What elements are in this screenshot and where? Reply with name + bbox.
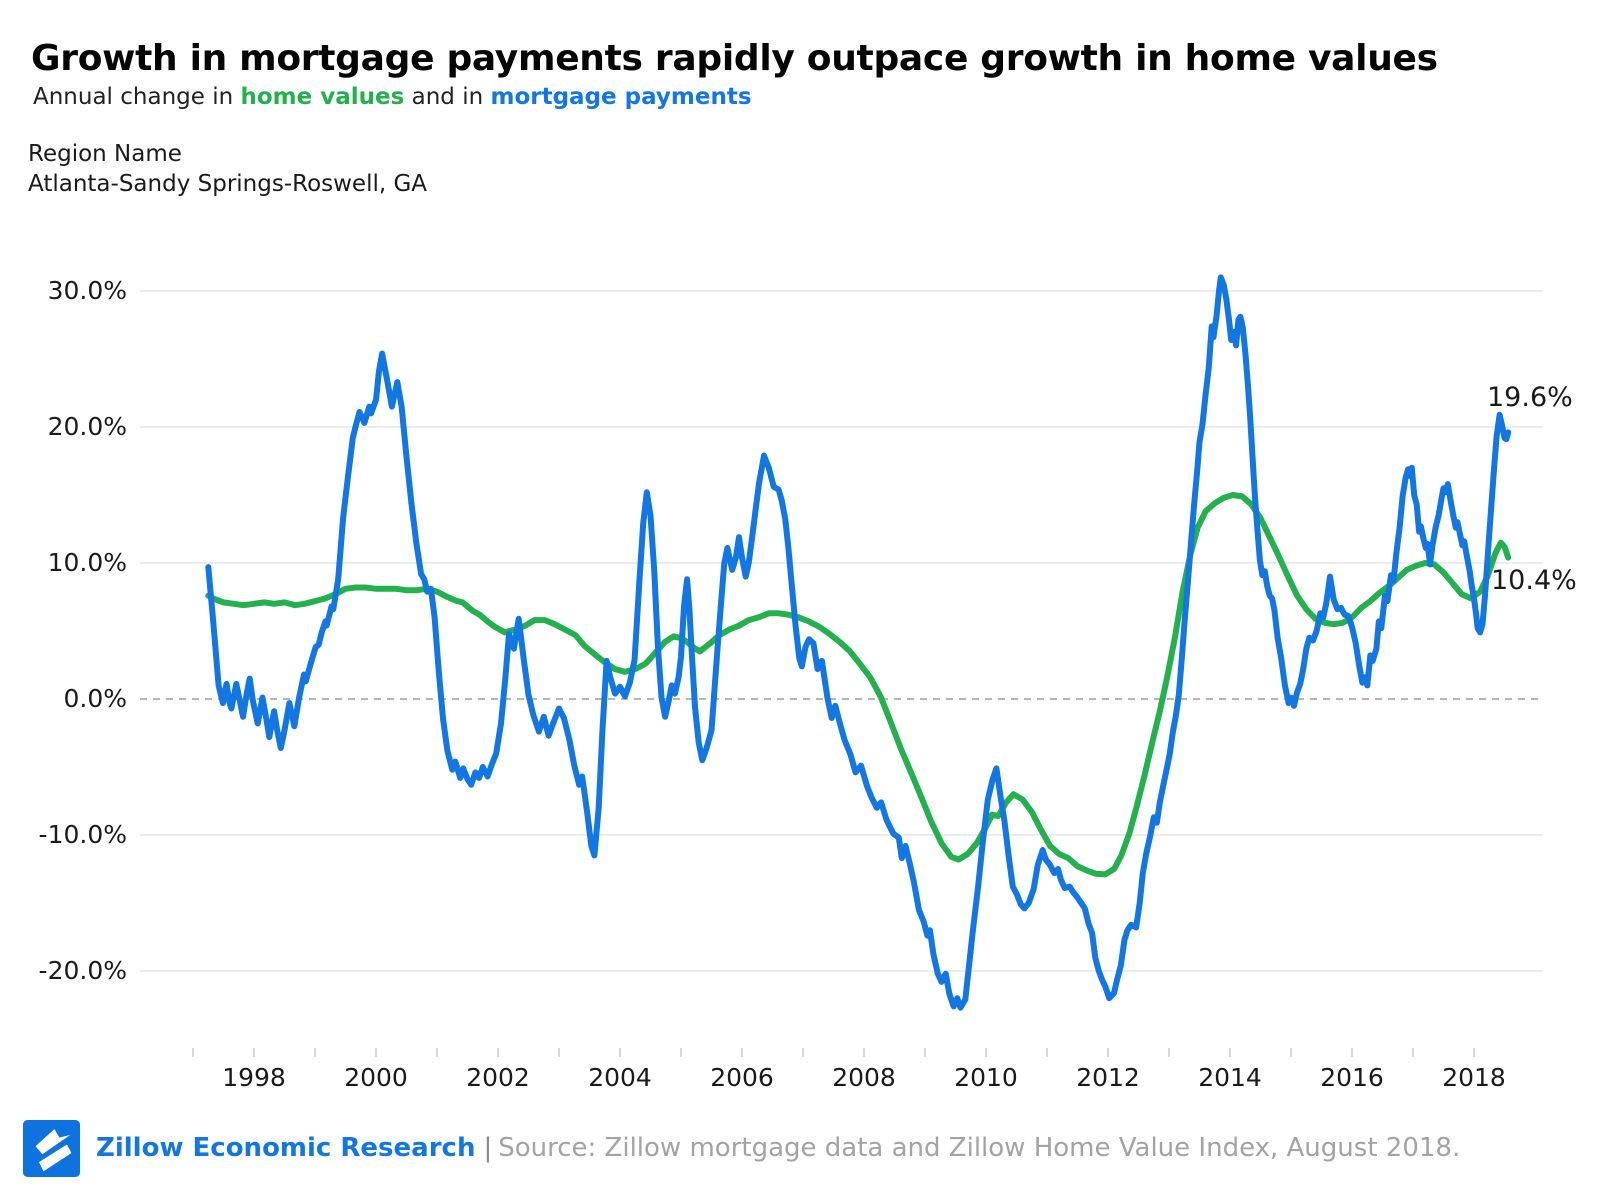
footer-separator: | xyxy=(483,1133,493,1163)
annotation-home-end: 10.4% xyxy=(1491,565,1577,596)
x-tick-label: 2018 xyxy=(1442,1063,1506,1092)
subtitle-home-values: home values xyxy=(240,84,405,110)
x-tick-label: 1998 xyxy=(222,1063,286,1092)
x-tick-label: 2008 xyxy=(832,1063,896,1092)
x-tick-label: 2004 xyxy=(588,1063,652,1092)
page-title: Growth in mortgage payments rapidly outp… xyxy=(31,38,1438,79)
y-tick-label: 30.0% xyxy=(47,276,127,305)
x-tick-label: 2002 xyxy=(466,1063,530,1092)
y-tick-label: 20.0% xyxy=(47,412,127,441)
x-tick-label: 2006 xyxy=(710,1063,774,1092)
y-tick-label: -20.0% xyxy=(38,956,127,985)
x-tick-label: 2014 xyxy=(1198,1063,1262,1092)
annotation-mortgage-end: 19.6% xyxy=(1487,382,1573,413)
subtitle-mortgage-payments: mortgage payments xyxy=(490,84,752,110)
subtitle-prefix: Annual change in xyxy=(33,84,241,110)
y-tick-label: 10.0% xyxy=(47,548,127,577)
x-tick-label: 2012 xyxy=(1076,1063,1140,1092)
y-tick-label: -10.0% xyxy=(38,820,127,849)
series-line-mortgage-payments xyxy=(205,274,1512,1011)
x-tick-label: 2010 xyxy=(954,1063,1018,1092)
footer-credit: Zillow Economic Research | Source: Zillow … xyxy=(96,1120,1460,1177)
y-tick-label: 0.0% xyxy=(63,684,127,713)
region-name: Atlanta-Sandy Springs-Roswell, GA xyxy=(28,171,428,197)
x-tick-label: 2000 xyxy=(344,1063,408,1092)
footer-brand: Zillow Economic Research xyxy=(96,1133,476,1163)
x-tick-label: 2016 xyxy=(1320,1063,1384,1092)
subtitle-middle: and in xyxy=(404,84,491,110)
footer-source: Source: Zillow mortgage data and Zillow … xyxy=(498,1133,1461,1163)
zillow-logo-icon xyxy=(23,1120,80,1177)
series-line-home-values xyxy=(205,492,1512,878)
region-label: Region Name xyxy=(28,141,182,167)
subtitle: Annual change in home values and in mort… xyxy=(33,84,752,110)
